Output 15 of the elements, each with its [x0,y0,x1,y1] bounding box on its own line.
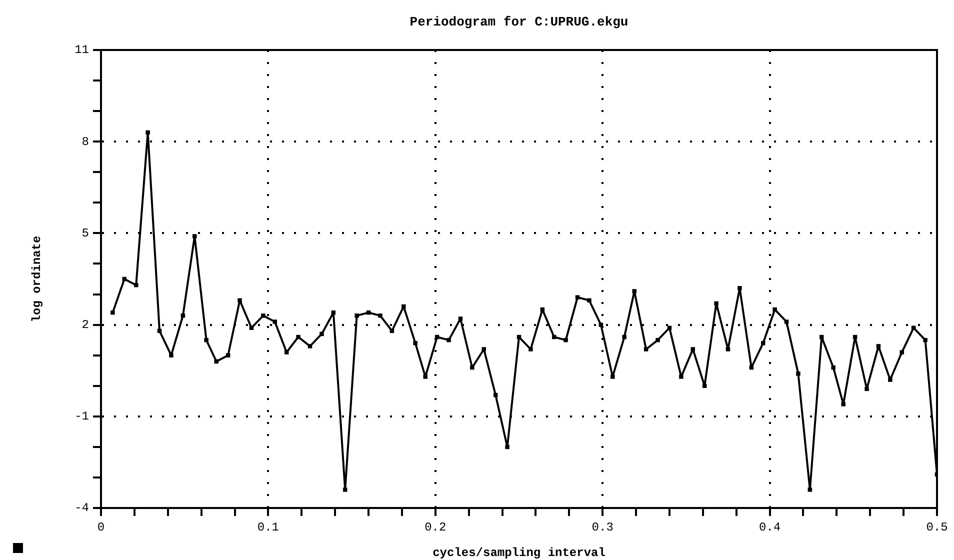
x-tick-label: 0.2 [424,520,446,534]
x-tick-label: 0 [97,520,105,534]
x-axis-title: cycles/sampling interval [432,546,606,560]
x-tick-label: 0.4 [758,520,781,534]
y-tick-label: 5 [82,226,89,240]
x-tick-label: 0.3 [592,520,614,534]
y-tick-label: 11 [74,43,89,58]
chart-title: Periodogram for C:UPRUG.ekgu [410,14,628,30]
y-tick-label: 2 [82,318,89,332]
y-tick-label: -4 [74,501,89,516]
y-tick-label: -1 [74,410,89,424]
x-tick-label: 0.5 [926,520,948,534]
y-tick-label: 8 [82,134,89,149]
y-axis-title: log ordinate [30,236,44,322]
x-tick-label: 0.1 [257,520,280,534]
